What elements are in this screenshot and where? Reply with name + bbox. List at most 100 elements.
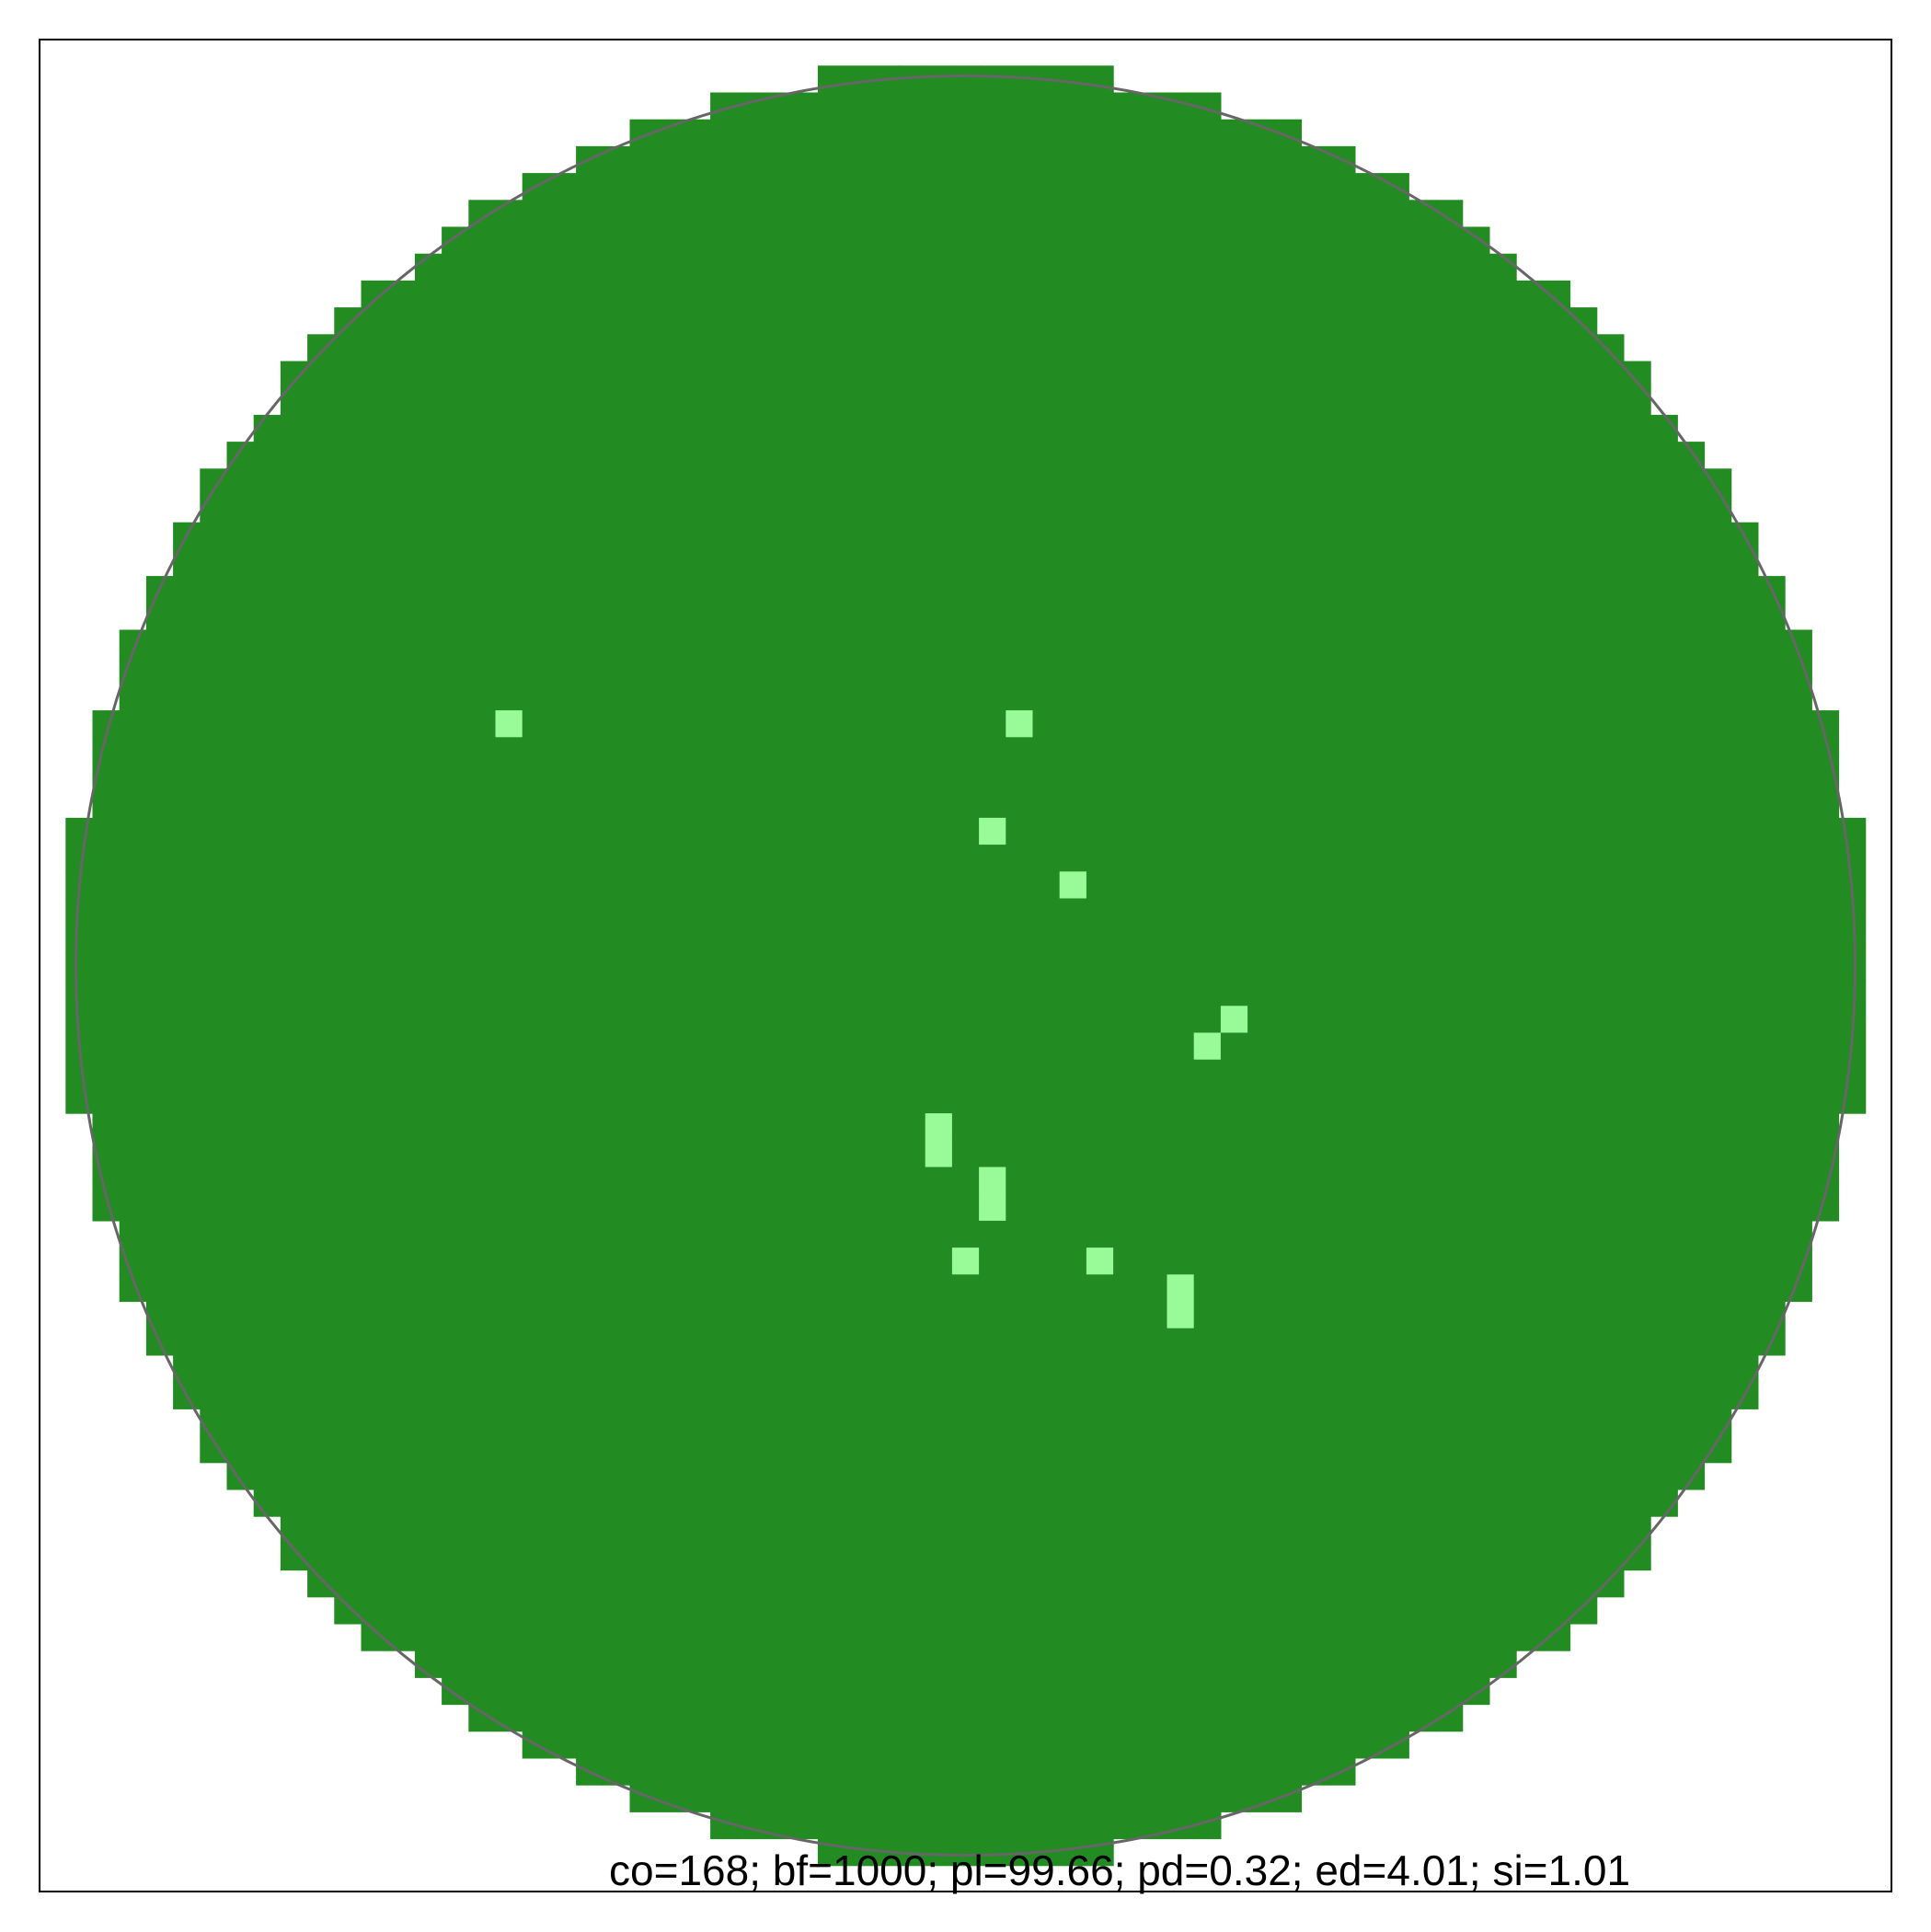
canopy-cell	[1086, 1757, 1114, 1786]
canopy-cell	[1408, 1140, 1437, 1168]
canopy-cell	[548, 334, 577, 362]
canopy-cell	[226, 951, 255, 980]
canopy-cell	[1435, 845, 1464, 872]
canopy-cell	[764, 1354, 792, 1383]
canopy-cell	[200, 764, 228, 792]
canopy-cell	[226, 790, 255, 819]
canopy-cell	[1623, 629, 1651, 658]
canopy-cell	[1220, 145, 1248, 174]
canopy-cell	[790, 1301, 819, 1329]
canopy-cell	[1516, 710, 1544, 738]
canopy-cell	[1032, 1006, 1061, 1034]
canopy-cell	[1408, 737, 1437, 765]
canopy-cell	[925, 253, 953, 282]
canopy-cell	[1757, 1248, 1786, 1275]
canopy-cell	[1113, 1167, 1141, 1195]
canopy-cell	[790, 629, 819, 658]
canopy-cell	[1301, 1435, 1329, 1464]
canopy-cell	[1220, 1113, 1248, 1141]
canopy-cell	[1006, 1220, 1034, 1248]
canopy-cell	[1730, 1006, 1759, 1034]
canopy-cell	[1113, 629, 1141, 658]
canopy-cell	[790, 656, 819, 684]
canopy-cell	[387, 845, 416, 872]
canopy-cell	[1757, 1113, 1786, 1141]
canopy-cell	[1408, 1248, 1437, 1275]
canopy-cell	[1543, 710, 1571, 738]
canopy-cell	[951, 1086, 980, 1114]
canopy-cell	[1006, 1811, 1034, 1840]
canopy-cell	[1785, 1032, 1812, 1061]
canopy-cell	[1113, 817, 1141, 845]
canopy-cell	[1596, 603, 1625, 631]
canopy-cell	[710, 845, 738, 872]
canopy-cell	[1247, 1757, 1275, 1786]
gap-cell	[1220, 1006, 1248, 1034]
canopy-cell	[1006, 1731, 1034, 1759]
canopy-cell	[817, 442, 845, 469]
canopy-cell	[951, 387, 980, 416]
canopy-cell	[1462, 1140, 1490, 1168]
canopy-cell	[737, 764, 765, 792]
canopy-cell	[1650, 764, 1678, 792]
canopy-cell	[1516, 495, 1544, 523]
canopy-cell	[1006, 1516, 1034, 1544]
canopy-cell	[1167, 1731, 1195, 1759]
canopy-cell	[253, 1032, 282, 1061]
gap-cell	[1167, 1301, 1195, 1329]
canopy-cell	[764, 119, 792, 147]
canopy-cell	[1462, 414, 1490, 443]
canopy-cell	[1650, 1086, 1678, 1114]
canopy-cell	[1488, 1248, 1517, 1275]
canopy-cell	[1220, 656, 1248, 684]
canopy-cell	[764, 1731, 792, 1759]
canopy-cell	[1516, 1006, 1544, 1034]
canopy-cell	[1220, 871, 1248, 900]
canopy-cell	[1488, 1086, 1517, 1114]
canopy-cell	[1328, 737, 1356, 765]
canopy-cell	[1086, 1731, 1114, 1759]
canopy-cell	[737, 1596, 765, 1625]
canopy-cell	[710, 1032, 738, 1061]
canopy-cell	[871, 1731, 900, 1759]
canopy-cell	[1086, 522, 1114, 550]
canopy-cell	[845, 307, 872, 335]
canopy-cell	[1193, 1140, 1222, 1168]
canopy-cell	[951, 1785, 980, 1812]
canopy-cell	[1140, 710, 1168, 738]
canopy-cell	[1730, 1248, 1759, 1275]
canopy-cell	[1220, 1059, 1248, 1087]
canopy-cell	[145, 1113, 174, 1141]
canopy-cell	[871, 1623, 900, 1651]
canopy-cell	[951, 1382, 980, 1409]
canopy-cell	[1596, 1059, 1625, 1087]
canopy-cell	[1301, 871, 1329, 900]
canopy-cell	[1435, 1301, 1464, 1329]
canopy-cell	[1596, 414, 1625, 443]
canopy-cell	[1274, 629, 1303, 658]
canopy-cell	[334, 387, 362, 416]
canopy-cell	[442, 764, 469, 792]
canopy-cell	[1193, 1596, 1222, 1625]
canopy-cell	[1516, 656, 1544, 684]
canopy-cell	[951, 1516, 980, 1544]
canopy-cell	[576, 361, 603, 389]
canopy-cell	[656, 925, 684, 953]
canopy-cell	[710, 1462, 738, 1490]
canopy-cell	[334, 925, 362, 953]
canopy-cell	[1167, 737, 1195, 765]
canopy-cell	[334, 1328, 362, 1356]
canopy-cell	[1704, 1328, 1732, 1356]
canopy-cell	[522, 200, 550, 228]
canopy-cell	[871, 1086, 900, 1114]
canopy-cell	[414, 334, 443, 362]
canopy-cell	[1140, 1596, 1168, 1625]
canopy-cell	[1354, 1435, 1383, 1464]
canopy-cell	[522, 629, 550, 658]
canopy-cell	[737, 1435, 765, 1464]
canopy-cell	[1301, 1032, 1329, 1061]
canopy-cell	[495, 925, 523, 953]
canopy-cell	[1623, 576, 1651, 604]
canopy-cell	[226, 576, 255, 604]
canopy-cell	[817, 1462, 845, 1490]
